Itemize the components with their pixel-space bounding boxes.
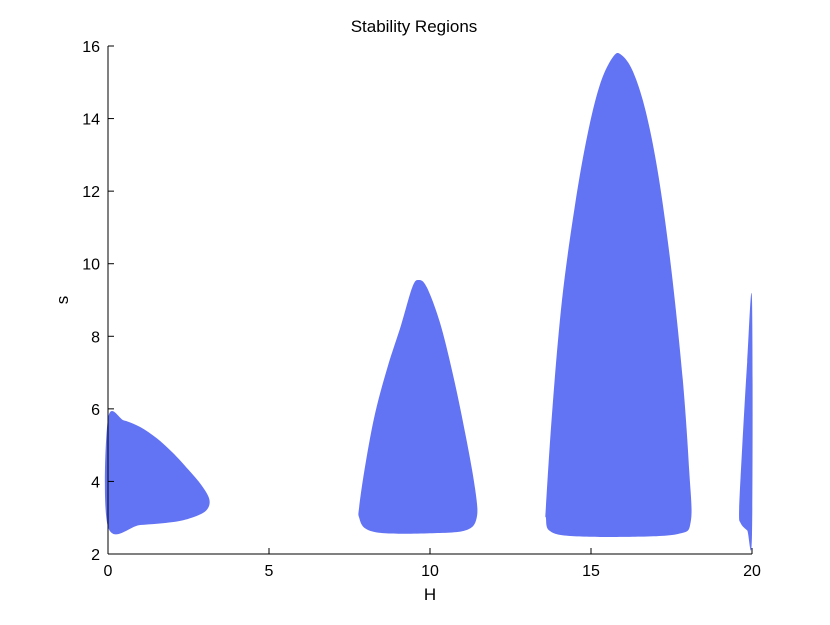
x-ticks: 0 5 10 15 20 [104, 548, 761, 580]
regions-layer [104, 52, 753, 551]
stability-region-1 [104, 410, 210, 535]
y-tick-label: 16 [82, 39, 100, 56]
y-tick-label: 4 [91, 474, 100, 491]
x-tick-label: 20 [743, 563, 761, 580]
stability-region-4 [739, 292, 753, 551]
y-tick-label: 2 [91, 547, 100, 564]
y-tick-label: 6 [91, 402, 100, 419]
x-tick-label: 0 [104, 563, 113, 580]
y-axis-label: s [53, 296, 72, 305]
x-axis-label: H [424, 585, 436, 604]
x-tick-label: 15 [582, 563, 600, 580]
x-tick-label: 10 [421, 563, 439, 580]
y-tick-label: 8 [91, 329, 100, 346]
stability-region-3 [545, 52, 692, 538]
chart-title: Stability Regions [351, 17, 478, 36]
y-tick-label: 10 [82, 257, 100, 274]
y-tick-label: 14 [82, 112, 100, 129]
stability-region-2 [358, 279, 478, 534]
y-tick-label: 12 [82, 184, 100, 201]
x-tick-label: 5 [265, 563, 274, 580]
y-ticks: 2 4 6 8 10 12 14 16 [82, 39, 114, 564]
